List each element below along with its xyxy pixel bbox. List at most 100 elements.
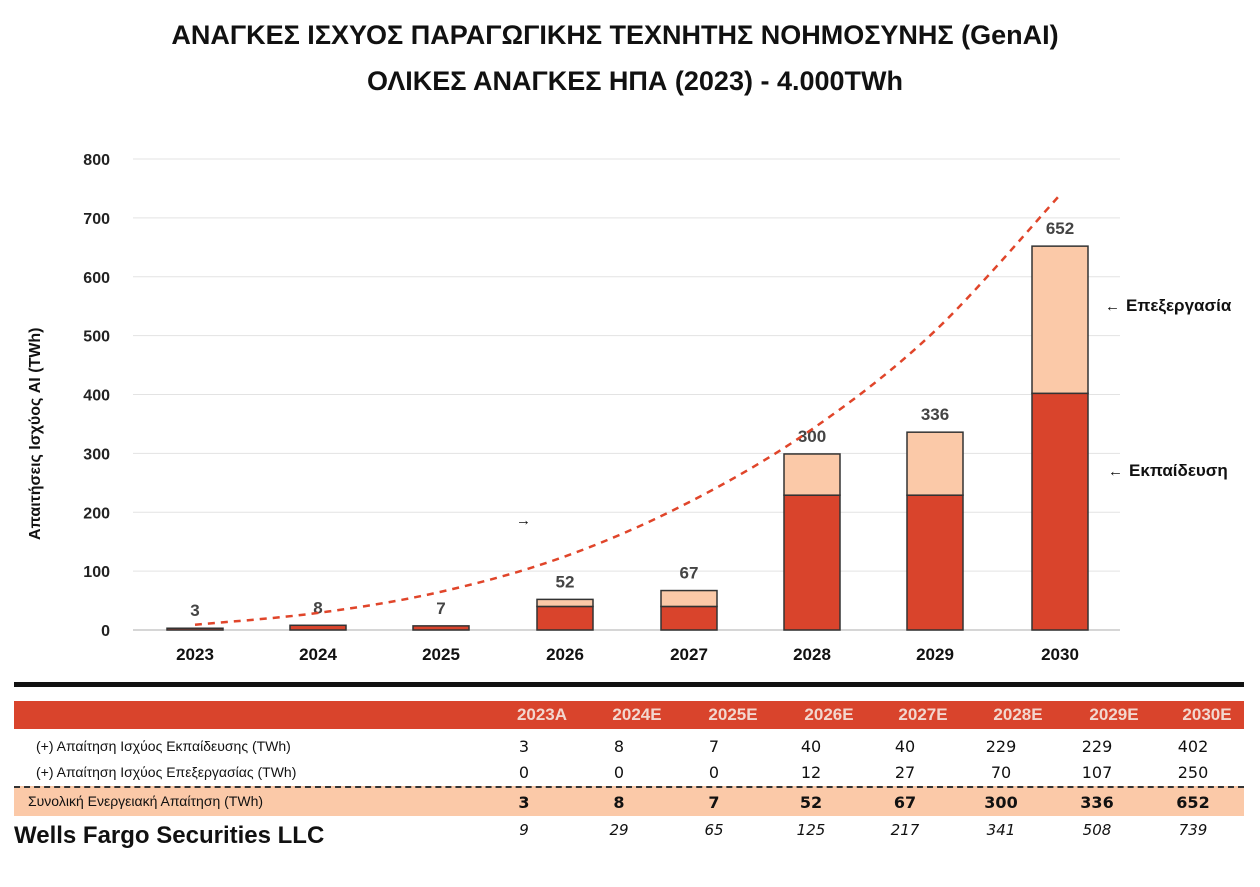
arrow-left-icon: ← <box>1108 463 1123 480</box>
table-cell: 65 <box>704 821 724 839</box>
bar-training <box>536 605 594 631</box>
table-header-cell: 2025E <box>708 705 758 724</box>
table-cell: 29 <box>609 821 629 839</box>
table-cell: 341 <box>986 821 1016 839</box>
table-cell: 3 <box>518 793 530 812</box>
row-label: (+) Απαίτηση Ισχύος Εκπαίδευσης (TWh) <box>36 738 291 754</box>
table-cell: 229 <box>985 737 1017 756</box>
chart-subtitle: ΟΛΙΚΕΣ ΑΝΑΓΚΕΣ ΗΠΑ (2023) - 4.000TWh <box>366 66 903 96</box>
y-tick-label: 400 <box>83 388 110 405</box>
table-cell: 0 <box>613 763 625 782</box>
table-row-processing: (+) Απαίτηση Ισχύος Επεξεργασίας (TWh) 0… <box>14 762 1244 784</box>
data-label: 67 <box>680 564 699 583</box>
table-cell: 0 <box>708 763 720 782</box>
y-tick-label: 300 <box>83 446 110 463</box>
table-cell: 52 <box>799 793 823 812</box>
table-cell: 40 <box>800 737 822 756</box>
y-tick-label: 0 <box>101 623 110 640</box>
y-axis-label: Απαιτήσεις Ισχύος AI (TWh) <box>27 327 44 540</box>
table-separator <box>14 682 1244 687</box>
bar-processing <box>536 598 594 608</box>
table-header-cell: 2023A <box>516 705 568 724</box>
x-tick-label: 2027 <box>670 645 708 664</box>
y-tick-label: 800 <box>83 152 110 169</box>
y-tick-label: 600 <box>83 270 110 287</box>
table-cell: 250 <box>1177 763 1209 782</box>
x-tick-label: 2024 <box>299 645 337 664</box>
table-header-cell: 2024E <box>612 705 662 724</box>
training-annotation: ← Εκπαίδευση <box>1108 461 1228 481</box>
table-cell: 67 <box>893 793 917 812</box>
bar-training <box>412 625 470 631</box>
y-tick-label: 700 <box>83 211 110 228</box>
bar-processing <box>1031 245 1089 395</box>
bar-training <box>166 627 224 631</box>
table-row-training: (+) Απαίτηση Ισχύος Εκπαίδευσης (TWh) 3 … <box>14 736 1244 758</box>
data-label: 652 <box>1046 219 1074 238</box>
chart-title: ΑΝΑΓΚΕΣ ΙΣΧΥΟΣ ΠΑΡΑΓΩΓΙΚΗΣ ΤΕΧΝΗΤΗΣ ΝΟΗΜ… <box>171 20 1059 50</box>
table-cell: 229 <box>1081 737 1113 756</box>
table-row-total: Συνολική Ενεργειακή Απαίτηση (TWh) 3 8 7… <box>14 786 1244 816</box>
bar-processing <box>906 431 964 496</box>
y-tick-label: 100 <box>83 564 110 581</box>
table-cell: 9 <box>519 821 529 839</box>
table-cell: 12 <box>800 763 822 782</box>
bar-training <box>1031 392 1089 631</box>
data-label: 7 <box>436 599 445 618</box>
x-tick-label: 2029 <box>916 645 954 664</box>
arrow-left-icon: ← <box>1105 298 1120 315</box>
table-cell: 402 <box>1177 737 1209 756</box>
table-header-cell: 2026E <box>804 705 854 724</box>
x-tick-label: 2028 <box>793 645 831 664</box>
table-cell: 3 <box>518 737 530 756</box>
table-cell: 125 <box>796 821 826 839</box>
x-tick-label: 2030 <box>1041 645 1079 664</box>
table-cell: 0 <box>518 763 530 782</box>
y-tick-label: 200 <box>83 505 110 522</box>
trend-line <box>194 194 1061 626</box>
table-header-cell: 2028E <box>993 705 1043 724</box>
row-label: (+) Απαίτηση Ισχύος Επεξεργασίας (TWh) <box>36 764 297 780</box>
table-cell: 8 <box>613 737 625 756</box>
table-cell: 7 <box>708 737 720 756</box>
table-cell: 652 <box>1176 793 1210 812</box>
bar-processing <box>660 589 718 608</box>
training-annotation-text: Εκπαίδευση <box>1129 461 1228 480</box>
arrow-right-icon: → <box>516 512 531 529</box>
table-cell: 7 <box>708 793 720 812</box>
table-cell: 107 <box>1081 763 1113 782</box>
data-label: 3 <box>190 601 199 620</box>
data-label: 300 <box>798 427 826 446</box>
table-cell: 508 <box>1082 821 1112 839</box>
data-label: 52 <box>556 572 575 591</box>
table-header-row: 2023A 2024E 2025E 2026E 2027E 2028E 2029… <box>14 701 1244 729</box>
bar-training <box>289 624 347 631</box>
chart-plot: 0 100 200 300 400 500 600 700 800 3 2023 8 2024 7 2025… <box>83 152 1120 664</box>
table-cell: 70 <box>990 763 1012 782</box>
table-cell: 336 <box>1080 793 1114 812</box>
x-tick-label: 2026 <box>546 645 584 664</box>
source-credit: Wells Fargo Securities LLC <box>14 822 325 849</box>
x-tick-label: 2025 <box>422 645 460 664</box>
table-header-cell: 2029E <box>1089 705 1139 724</box>
data-label: 336 <box>921 405 949 424</box>
table-cell: 27 <box>894 763 916 782</box>
data-label: 8 <box>313 598 322 617</box>
bar-training <box>906 494 964 631</box>
table-cell: 739 <box>1178 821 1208 839</box>
bar-training <box>783 494 841 631</box>
table-cell: 8 <box>613 793 625 812</box>
table-cell: 217 <box>890 821 920 839</box>
table-header-cell: 2027E <box>898 705 948 724</box>
processing-annotation: ← Επεξεργασία <box>1105 296 1231 316</box>
processing-annotation-text: Επεξεργασία <box>1126 296 1232 315</box>
table-header-cell: 2030E <box>1182 705 1232 724</box>
table-cell: 40 <box>894 737 916 756</box>
y-tick-label: 500 <box>83 329 110 346</box>
x-tick-label: 2023 <box>176 645 214 664</box>
bar-training <box>660 605 718 631</box>
table-cell: 300 <box>984 793 1018 812</box>
table-row-trend: 9 29 65 125 217 341 508 739 <box>14 820 1244 842</box>
row-label: Συνολική Ενεργειακή Απαίτηση (TWh) <box>28 793 264 809</box>
bar-processing <box>783 453 841 496</box>
